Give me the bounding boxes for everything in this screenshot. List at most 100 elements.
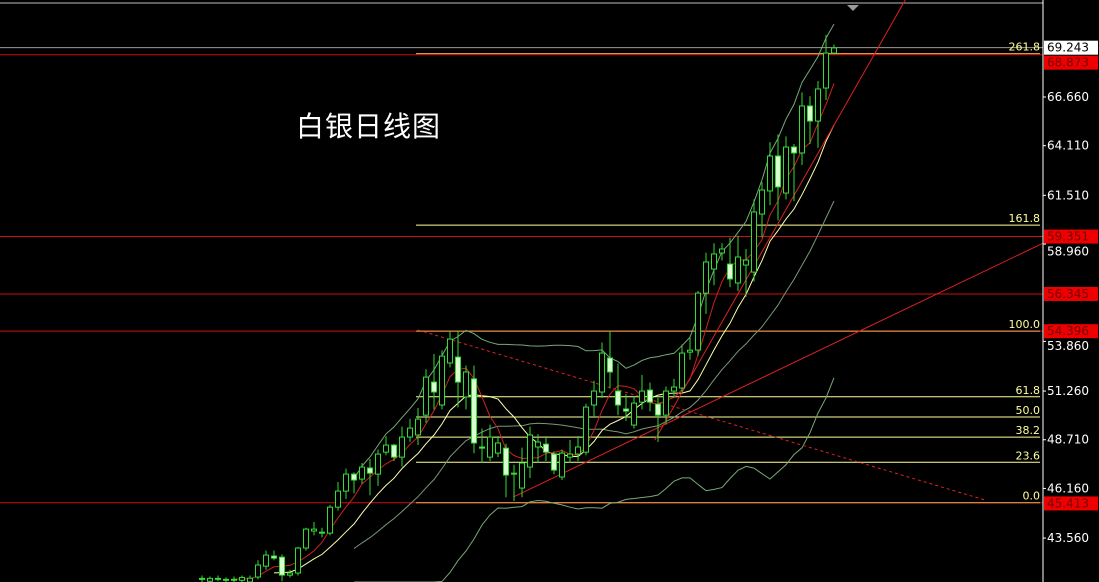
price-level-tag-label: 54.396 xyxy=(1047,324,1089,338)
candle xyxy=(287,569,293,578)
price-level-tag-box xyxy=(1044,55,1098,70)
price-level-tag-box xyxy=(1044,324,1098,339)
candle xyxy=(311,522,317,536)
fib-level-label: 161.8 xyxy=(1009,212,1041,225)
candle-body xyxy=(599,352,605,393)
candle-body xyxy=(775,155,781,188)
candle-body xyxy=(727,263,733,280)
candle-body xyxy=(279,556,285,576)
candle xyxy=(495,436,501,458)
candle-body xyxy=(487,436,493,458)
candle-body xyxy=(823,52,829,89)
candle-body xyxy=(271,555,277,559)
candle xyxy=(695,291,701,356)
candle-body xyxy=(671,386,677,392)
fib-level-label: 38.2 xyxy=(1016,424,1041,437)
candle-body xyxy=(231,578,237,581)
candle-body xyxy=(351,473,357,481)
price-axis-label: 51.260 xyxy=(1047,384,1089,398)
candle-body xyxy=(559,452,565,478)
candle xyxy=(255,560,261,580)
candle xyxy=(735,235,741,291)
candle-body xyxy=(799,105,805,154)
candle xyxy=(351,472,357,494)
candle xyxy=(471,365,477,454)
price-level-tag-label: 45.413 xyxy=(1047,496,1089,510)
candle-body xyxy=(287,572,293,576)
candle-body xyxy=(303,528,309,549)
candle xyxy=(703,252,709,314)
candle-body xyxy=(647,389,653,403)
candle-body xyxy=(743,259,749,266)
candle xyxy=(599,342,605,398)
bollinger-lower-band xyxy=(354,377,835,582)
candle-body xyxy=(511,472,517,475)
candle-body xyxy=(679,352,685,389)
chart-title: 白银日线图 xyxy=(296,110,442,143)
candle-body xyxy=(263,554,269,567)
candle xyxy=(767,142,773,206)
candle-body xyxy=(831,47,837,54)
candle-body xyxy=(383,444,389,453)
candle-body xyxy=(423,376,429,416)
candle xyxy=(367,459,373,496)
candle xyxy=(607,331,613,389)
moving-average-fast xyxy=(233,83,835,580)
candle-body xyxy=(215,577,221,580)
candle-body xyxy=(239,576,245,581)
candle xyxy=(295,546,301,576)
price-level-tag-label: 56.345 xyxy=(1047,287,1089,301)
candle xyxy=(583,403,589,456)
candle xyxy=(647,382,653,412)
candle xyxy=(423,369,429,423)
fib-level-label: 23.6 xyxy=(1016,449,1041,462)
candle xyxy=(399,426,405,467)
candle xyxy=(759,182,765,238)
candle xyxy=(415,408,421,446)
candle xyxy=(639,375,645,410)
candle-body xyxy=(631,402,637,426)
candle xyxy=(407,418,413,442)
candle xyxy=(543,436,549,461)
candle-body xyxy=(495,442,501,454)
candle xyxy=(263,550,269,570)
candle-body xyxy=(751,211,757,273)
candle-body xyxy=(783,146,789,194)
candle-body xyxy=(367,467,373,474)
price-level-tag: 56.345 xyxy=(1044,286,1098,301)
price-level-tag-label: 59.351 xyxy=(1047,230,1089,244)
candle xyxy=(327,504,333,536)
candle-body xyxy=(543,443,549,453)
candle xyxy=(487,424,493,461)
candle-body xyxy=(639,390,645,403)
candle-body xyxy=(687,349,693,353)
candle xyxy=(775,134,781,221)
candle-body xyxy=(335,490,341,508)
candle xyxy=(751,199,757,282)
candle-body xyxy=(399,436,405,458)
price-level-tag-label: 68.873 xyxy=(1047,56,1089,70)
candle xyxy=(559,449,565,481)
candle xyxy=(631,396,637,429)
candle xyxy=(511,464,517,502)
candle-body xyxy=(439,355,445,406)
candle-body xyxy=(567,453,573,458)
price-axis-label: 64.110 xyxy=(1047,139,1089,153)
candle xyxy=(727,237,733,288)
candle-body xyxy=(431,381,437,393)
candle xyxy=(279,554,285,582)
candle-body xyxy=(327,506,333,534)
candle-body xyxy=(295,547,301,574)
candle xyxy=(199,575,205,582)
candle xyxy=(671,378,677,398)
candle-body xyxy=(535,441,541,448)
candle-body xyxy=(807,105,813,122)
candle xyxy=(831,44,837,55)
candle xyxy=(271,550,277,561)
trendline xyxy=(512,242,1044,498)
candle-body xyxy=(343,473,349,492)
candle-body xyxy=(759,189,765,215)
candle xyxy=(375,449,381,486)
candle-body xyxy=(815,88,821,122)
